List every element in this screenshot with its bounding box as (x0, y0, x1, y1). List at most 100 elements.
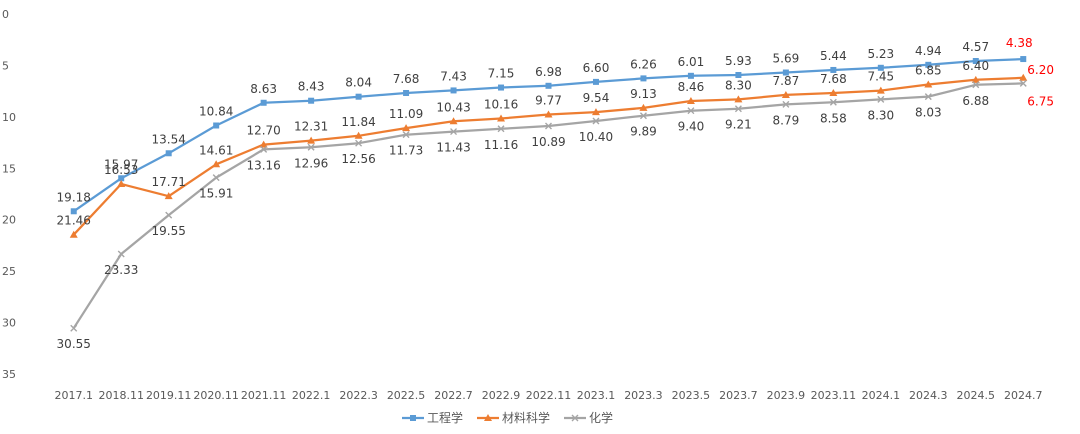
series-2-data-label: 9.21 (725, 118, 752, 132)
series-2-data-label: 11.73 (389, 144, 423, 158)
series-0-point (308, 97, 315, 104)
series-0-data-label: 4.57 (962, 40, 989, 54)
series-2-point (1019, 79, 1027, 87)
series-2-data-label: 30.55 (57, 337, 91, 351)
series-0-data-label: 15.97 (104, 157, 138, 171)
series-2-point (212, 174, 220, 182)
series-2-data-label: 8.58 (820, 111, 847, 125)
series-2-point (592, 117, 600, 125)
legend-0-marker (410, 415, 416, 421)
legend-2-label: 化学 (589, 410, 613, 425)
x-tick-label: 2024.7 (1004, 389, 1043, 402)
series-2-data-label: 10.89 (531, 135, 565, 149)
series-1-point (449, 117, 458, 125)
x-tick-label: 2022.1 (292, 389, 331, 402)
series-0-point (498, 84, 505, 91)
y-tick-label: 25 (2, 265, 16, 278)
series-1-data-label: 14.61 (199, 143, 233, 157)
series-1-point (544, 110, 553, 118)
x-tick-label: 2021.11 (241, 389, 287, 402)
series-1-data-label: 7.68 (820, 72, 847, 86)
series-2-data-label: 13.16 (246, 158, 280, 172)
x-tick-label: 2023.1 (577, 389, 616, 402)
series-2-point (782, 100, 790, 108)
x-tick-label: 2024.5 (957, 389, 996, 402)
x-tick-label: 2018.11 (98, 389, 144, 402)
y-tick-label: 0 (2, 8, 9, 21)
x-tick-label: 2022.11 (526, 389, 572, 402)
series-0-data-label: 19.18 (57, 190, 91, 204)
series-0-point (213, 122, 220, 129)
series-2-point (307, 143, 315, 151)
series-1-data-label: 6.85 (915, 63, 942, 77)
legend-1-label: 材料科学 (502, 410, 550, 425)
series-2-data-label: 11.43 (436, 141, 470, 155)
series-2-point (639, 112, 647, 120)
series-2-point (877, 95, 885, 103)
series-2-data-label: 6.88 (962, 94, 989, 108)
series-2-data-label: 11.16 (484, 138, 518, 152)
series-2-data-label: 12.96 (294, 156, 328, 170)
series-1-data-label: 21.46 (57, 214, 91, 228)
series-0-data-label: 6.60 (583, 61, 610, 75)
series-2-point (545, 122, 552, 130)
series-1-point (164, 192, 173, 200)
series-0-point (640, 75, 647, 82)
series-0-point (450, 87, 457, 94)
series-2-point (829, 98, 837, 106)
series-0-data-label: 8.63 (250, 82, 277, 96)
x-tick-label: 2017.1 (54, 389, 93, 402)
series-0-data-label: 8.04 (345, 76, 372, 90)
series-1-point (117, 180, 126, 188)
series-0-data-label: 7.68 (393, 72, 420, 86)
x-tick-label: 2023.11 (811, 389, 857, 402)
series-0-point (118, 175, 125, 182)
x-tick-label: 2022.7 (434, 389, 473, 402)
series-1-point (591, 108, 600, 116)
series-1-point (971, 75, 980, 83)
series-0-point (355, 93, 362, 100)
series-0-data-label: 6.01 (678, 55, 705, 69)
series-1-point (924, 80, 933, 88)
series-1-data-label: 17.71 (152, 175, 186, 189)
series-2-data-label: 8.30 (867, 108, 894, 122)
y-tick-label: 35 (2, 368, 16, 381)
y-tick-label: 30 (2, 317, 16, 330)
x-tick-label: 2022.5 (387, 389, 426, 402)
series-0-point (260, 99, 267, 106)
series-0-point (735, 71, 742, 78)
series-1-point (212, 160, 221, 168)
x-tick-label: 2020.11 (193, 389, 239, 402)
series-1-data-label: 8.46 (678, 80, 705, 94)
series-0-point (545, 82, 552, 89)
y-tick-label: 20 (2, 214, 16, 227)
series-0-point (830, 66, 837, 73)
series-0-data-label: 4.94 (915, 44, 942, 58)
series-2-point (687, 107, 695, 115)
series-1-point (497, 114, 506, 122)
series-2-point (402, 131, 410, 139)
series-0-point (925, 61, 932, 68)
series-1-point (354, 131, 363, 139)
series-1-data-label: 10.43 (436, 100, 470, 114)
series-2-point (924, 93, 932, 101)
x-tick-label: 2023.5 (672, 389, 711, 402)
series-1-data-label: 16.53 (104, 163, 138, 177)
series-1-data-label: 6.40 (962, 59, 989, 73)
series-1-point (829, 88, 838, 96)
series-2-point (260, 145, 268, 153)
series-1-data-label: 7.45 (867, 70, 894, 84)
series-0-point (782, 69, 789, 76)
y-tick-label: 15 (2, 162, 16, 175)
x-tick-label: 2019.11 (146, 389, 192, 402)
series-1-data-label: 9.54 (583, 91, 610, 105)
series-1-point (734, 95, 743, 103)
series-1-point (639, 103, 648, 111)
series-2-data-label: 9.40 (678, 120, 705, 134)
series-0-point (1020, 56, 1027, 63)
x-tick-label: 2023.7 (719, 389, 758, 402)
series-2-point (497, 125, 505, 133)
series-1-data-label: 12.70 (246, 124, 280, 138)
